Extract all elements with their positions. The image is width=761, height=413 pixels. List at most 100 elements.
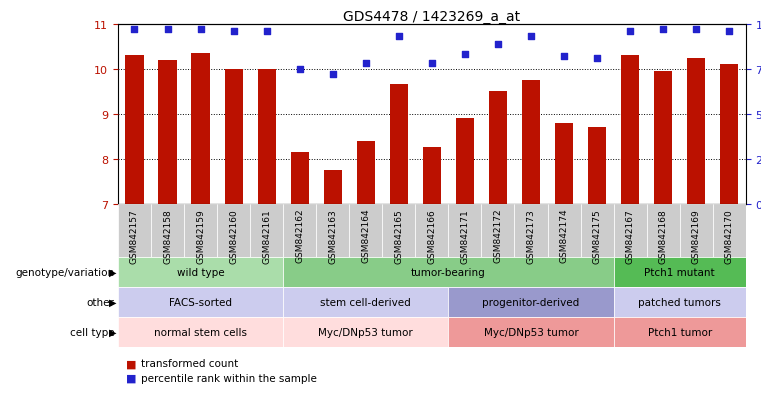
Text: ▶: ▶ xyxy=(109,268,116,278)
Text: GSM842168: GSM842168 xyxy=(659,208,667,263)
Text: GSM842167: GSM842167 xyxy=(626,208,635,263)
Bar xyxy=(720,65,738,204)
Bar xyxy=(613,287,746,317)
Bar xyxy=(192,54,209,204)
Title: GDS4478 / 1423269_a_at: GDS4478 / 1423269_a_at xyxy=(343,10,521,24)
Text: wild type: wild type xyxy=(177,268,224,278)
Bar xyxy=(283,204,317,258)
Text: other: other xyxy=(86,297,114,307)
Bar xyxy=(588,128,607,204)
Bar xyxy=(158,61,177,204)
Text: GSM842162: GSM842162 xyxy=(295,208,304,263)
Bar xyxy=(390,85,408,204)
Bar xyxy=(357,141,375,204)
Point xyxy=(195,27,207,33)
Point xyxy=(228,28,240,35)
Point xyxy=(690,27,702,33)
Point xyxy=(260,28,272,35)
Text: transformed count: transformed count xyxy=(141,358,238,368)
Text: normal stem cells: normal stem cells xyxy=(154,327,247,337)
Bar xyxy=(613,317,746,347)
Bar xyxy=(522,81,540,204)
Bar xyxy=(448,317,613,347)
Point xyxy=(294,66,306,73)
Text: Ptch1 mutant: Ptch1 mutant xyxy=(645,268,715,278)
Point xyxy=(558,54,570,60)
Bar xyxy=(118,204,151,258)
Text: GSM842157: GSM842157 xyxy=(130,208,139,263)
Bar xyxy=(118,258,283,287)
Text: ▶: ▶ xyxy=(109,327,116,337)
Bar xyxy=(151,204,184,258)
Text: GSM842174: GSM842174 xyxy=(559,208,568,263)
Text: GSM842166: GSM842166 xyxy=(428,208,436,263)
Text: Myc/DNp53 tumor: Myc/DNp53 tumor xyxy=(484,327,578,337)
Bar xyxy=(613,204,647,258)
Text: ▶: ▶ xyxy=(109,297,116,307)
Bar xyxy=(382,204,416,258)
Text: GSM842171: GSM842171 xyxy=(460,208,470,263)
Point xyxy=(624,28,636,35)
Bar xyxy=(680,204,713,258)
Text: tumor-bearing: tumor-bearing xyxy=(411,268,486,278)
Bar xyxy=(621,56,639,204)
Bar xyxy=(416,204,448,258)
Text: GSM842172: GSM842172 xyxy=(493,208,502,263)
Bar xyxy=(257,70,275,204)
Bar xyxy=(118,287,283,317)
Text: genotype/variation: genotype/variation xyxy=(15,268,114,278)
Text: GSM842160: GSM842160 xyxy=(229,208,238,263)
Text: GSM842170: GSM842170 xyxy=(724,208,734,263)
Bar xyxy=(647,204,680,258)
Point xyxy=(425,61,438,67)
Text: cell type: cell type xyxy=(69,327,114,337)
Bar xyxy=(224,70,243,204)
Point xyxy=(360,61,372,67)
Point xyxy=(492,41,504,48)
Bar xyxy=(250,204,283,258)
Text: FACS-sorted: FACS-sorted xyxy=(169,297,232,307)
Point xyxy=(657,27,669,33)
Bar xyxy=(613,258,746,287)
Text: GSM842163: GSM842163 xyxy=(328,208,337,263)
Bar xyxy=(514,204,547,258)
Bar xyxy=(713,204,746,258)
Text: Ptch1 tumor: Ptch1 tumor xyxy=(648,327,712,337)
Bar xyxy=(283,317,448,347)
Text: ■: ■ xyxy=(126,358,136,368)
Bar xyxy=(489,92,507,204)
Text: GSM842161: GSM842161 xyxy=(262,208,271,263)
Text: GSM842175: GSM842175 xyxy=(593,208,602,263)
Point xyxy=(129,27,141,33)
Bar xyxy=(217,204,250,258)
Bar xyxy=(317,204,349,258)
Text: GSM842169: GSM842169 xyxy=(692,208,701,263)
Bar xyxy=(323,171,342,204)
Point xyxy=(161,27,174,33)
Text: patched tumors: patched tumors xyxy=(638,297,721,307)
Bar xyxy=(283,287,448,317)
Bar xyxy=(291,152,309,204)
Point xyxy=(723,28,735,35)
Point xyxy=(525,34,537,40)
Bar xyxy=(687,58,705,204)
Point xyxy=(591,55,603,62)
Bar xyxy=(547,204,581,258)
Text: Myc/DNp53 tumor: Myc/DNp53 tumor xyxy=(318,327,413,337)
Point xyxy=(326,72,339,78)
Text: GSM842173: GSM842173 xyxy=(527,208,536,263)
Bar xyxy=(448,204,482,258)
Bar xyxy=(184,204,217,258)
Bar xyxy=(581,204,613,258)
Bar xyxy=(126,56,144,204)
Text: stem cell-derived: stem cell-derived xyxy=(320,297,411,307)
Text: GSM842165: GSM842165 xyxy=(394,208,403,263)
Text: GSM842158: GSM842158 xyxy=(163,208,172,263)
Bar xyxy=(349,204,382,258)
Bar xyxy=(482,204,514,258)
Text: GSM842159: GSM842159 xyxy=(196,208,205,263)
Bar xyxy=(283,258,613,287)
Point xyxy=(459,52,471,59)
Text: GSM842164: GSM842164 xyxy=(361,208,371,263)
Text: progenitor-derived: progenitor-derived xyxy=(482,297,580,307)
